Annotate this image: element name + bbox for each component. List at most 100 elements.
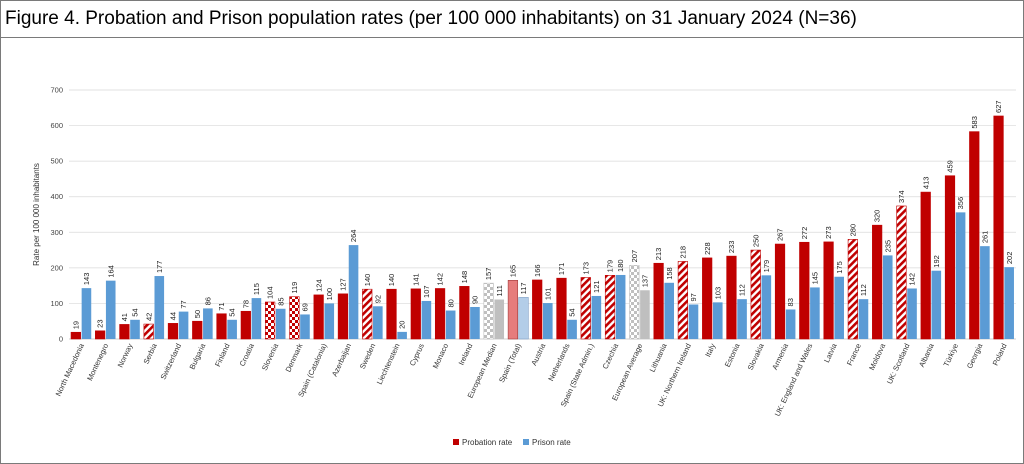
probation-value-label: 374: [897, 190, 906, 203]
prison-value-label: 97: [689, 293, 698, 301]
bar-chart: 0 100 200 300 400 500 600 700 Rate per 100 000 …: [32, 86, 1016, 447]
y-tick-label: 700: [50, 86, 63, 95]
probation-bar: [483, 282, 494, 340]
prison-bar: [300, 314, 310, 339]
probation-bar: [872, 224, 883, 340]
category-t-rkiye: 459 356: [944, 160, 966, 340]
prison-bar: [421, 300, 432, 339]
prison-value-label: 103: [713, 287, 722, 300]
title-bar: Figure 4. Probation and Prison populatio…: [1, 1, 1023, 38]
prison-value-label: 180: [616, 259, 625, 272]
prison-bar: [397, 331, 407, 339]
prison-value-label: 179: [762, 260, 771, 273]
probation-value-label: 233: [727, 241, 736, 254]
prison-bar: [761, 275, 772, 339]
prison-value-label: 264: [349, 230, 358, 243]
probation-bar: [556, 277, 567, 340]
prison-bar: [907, 288, 917, 339]
category-label: Armenia: [770, 341, 790, 371]
prison-value-label: 177: [155, 261, 164, 274]
probation-bar: [774, 243, 786, 340]
probation-value-label: 157: [484, 268, 493, 281]
probation-value-label: 173: [581, 262, 590, 275]
prison-bar: [615, 274, 626, 339]
prison-bar: [1004, 267, 1014, 339]
probation-value-label: 78: [241, 300, 250, 308]
category-label: Albania: [917, 341, 936, 368]
probation-value-label: 127: [339, 278, 348, 291]
probation-value-label: 250: [751, 235, 760, 248]
prison-bar: [494, 299, 505, 339]
prison-value-label: 54: [568, 308, 577, 316]
probation-bar: [119, 324, 130, 340]
probation-bar: [726, 255, 737, 340]
category-label: Monaco: [431, 342, 450, 370]
prison-bar: [834, 276, 844, 339]
category-label: Denmark: [283, 342, 304, 374]
probation-value-label: 148: [460, 271, 469, 284]
prison-value-label: 83: [786, 298, 795, 306]
prison-value-label: 20: [398, 321, 407, 329]
category-label: Estonia: [723, 341, 742, 368]
probation-value-label: 207: [630, 250, 639, 263]
prison-value-label: 54: [228, 308, 237, 316]
category-serbia: 42 177: [143, 261, 165, 340]
gridlines: [69, 89, 1016, 340]
probation-bar: [386, 288, 397, 340]
category-denmark: 119 69: [289, 282, 310, 340]
category-label: Norway: [116, 342, 135, 369]
category-estonia: 233 112: [726, 241, 747, 340]
probation-value-label: 179: [606, 260, 615, 273]
probation-bar: [604, 275, 616, 340]
prison-value-label: 54: [131, 308, 140, 316]
probation-value-label: 124: [314, 279, 323, 292]
category-label: Slovenia: [260, 341, 281, 372]
probation-bar: [313, 294, 324, 340]
category-label: Czechia: [601, 341, 621, 370]
prison-value-label: 111: [495, 285, 504, 296]
y-tick-label: 200: [50, 263, 63, 272]
probation-value-label: 459: [946, 160, 955, 173]
category-label: North Macedonia: [54, 341, 87, 397]
prison-bar: [591, 295, 602, 339]
probation-bar: [240, 310, 251, 340]
probation-bar: [362, 288, 373, 340]
prison-value-label: 92: [373, 295, 382, 303]
probation-bar: [434, 288, 446, 340]
prison-value-label: 158: [665, 267, 674, 280]
prison-value-label: 202: [1005, 252, 1014, 265]
probation-value-label: 218: [678, 246, 687, 259]
prison-bar: [251, 298, 262, 339]
prison-value-label: 137: [641, 275, 650, 288]
category-label: UK: Scotland: [885, 342, 912, 385]
probation-value-label: 165: [509, 265, 518, 278]
legend: Probation rate Prison rate: [453, 438, 571, 447]
probation-bar: [702, 257, 713, 340]
category-european-average: 207 137: [629, 250, 650, 340]
prison-value-label: 101: [543, 288, 552, 301]
probation-value-label: 273: [824, 226, 833, 239]
category-label: Moldova: [867, 341, 887, 371]
y-tick-label: 400: [50, 192, 63, 201]
prison-bar: [980, 246, 990, 339]
prison-value-label: 121: [592, 280, 601, 293]
probation-value-label: 140: [363, 274, 372, 287]
probation-bar: [216, 313, 227, 340]
probation-value-label: 42: [144, 313, 153, 321]
prison-value-label: 175: [835, 261, 844, 274]
category-liechtenstein: 140 20: [386, 274, 407, 340]
prison-value-label: 112: [859, 284, 868, 296]
prison-bar: [348, 245, 359, 339]
category-moldova: 320 235: [872, 210, 893, 340]
category-azerbaijan: 127 264: [337, 230, 359, 340]
probation-bar: [459, 286, 470, 340]
prison-value-label: 107: [422, 285, 431, 298]
probation-value-label: 71: [217, 302, 226, 310]
category-monaco: 142 80: [434, 273, 456, 340]
prison-value-label: 100: [325, 288, 334, 301]
probation-bar: [70, 331, 81, 340]
